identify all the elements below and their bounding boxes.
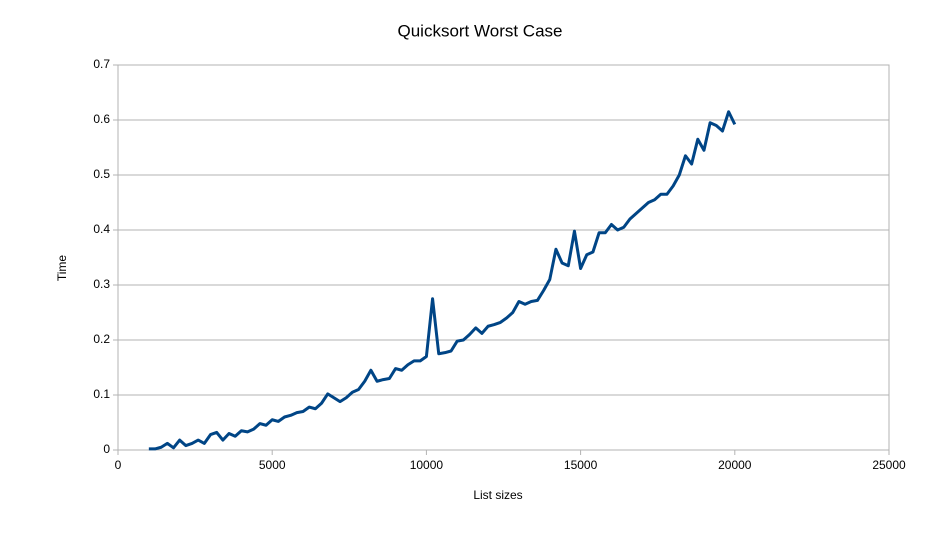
x-tick-label: 5000 — [259, 458, 286, 472]
y-axis-label: Time — [55, 255, 69, 282]
x-tick-label: 25000 — [872, 458, 906, 472]
x-tick-label: 15000 — [564, 458, 598, 472]
chart-title: Quicksort Worst Case — [397, 21, 562, 40]
y-tick-label: 0.4 — [93, 222, 110, 236]
x-axis-label: List sizes — [473, 488, 522, 502]
y-tick-label: 0.7 — [93, 57, 110, 71]
data-line — [148, 110, 737, 451]
y-tick-label: 0.3 — [93, 277, 110, 291]
y-tick-label: 0.2 — [93, 332, 110, 346]
y-tick-label: 0.1 — [93, 387, 110, 401]
plot-border — [117, 64, 890, 451]
x-tick-label: 0 — [115, 458, 122, 472]
y-tick-label: 0 — [103, 442, 110, 456]
x-tick-label: 20000 — [718, 458, 752, 472]
x-tick-label: 10000 — [410, 458, 444, 472]
y-tick-label: 0.6 — [93, 112, 110, 126]
y-tick-label: 0.5 — [93, 167, 110, 181]
